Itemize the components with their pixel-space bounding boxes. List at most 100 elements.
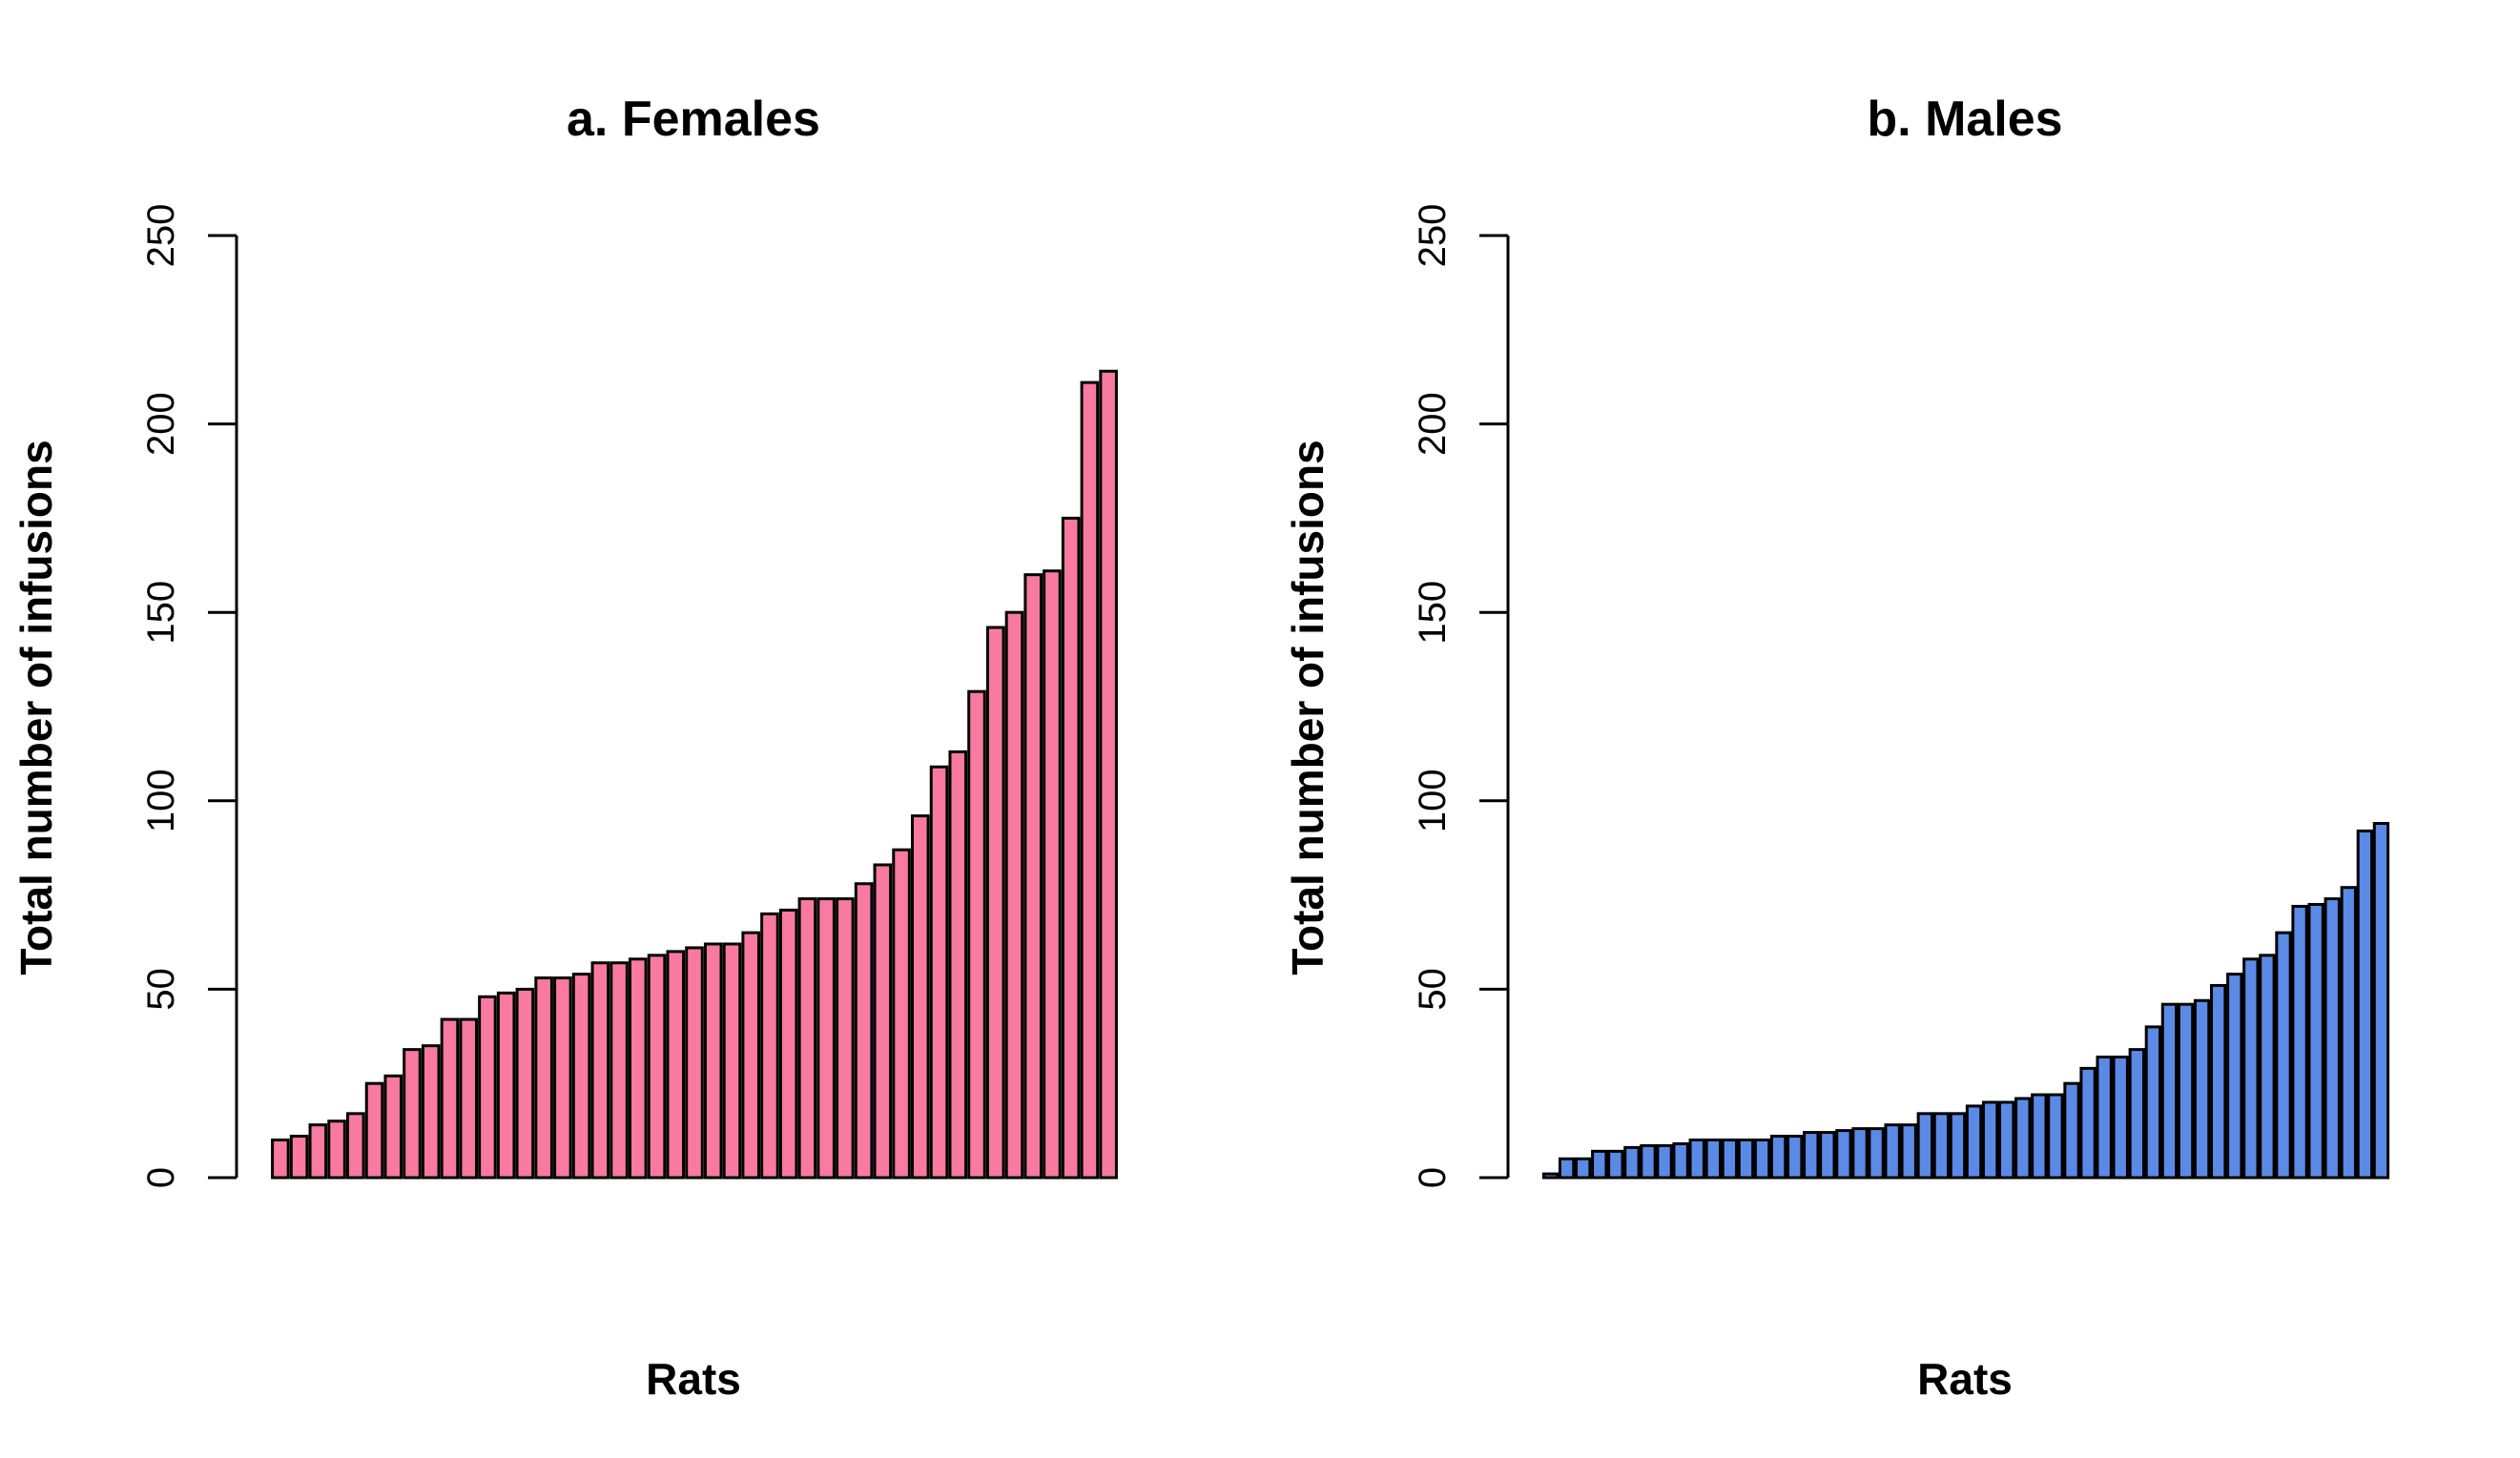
bar (2063, 1081, 2080, 1180)
y-axis-label: Total number of infusions (11, 440, 61, 975)
y-tick-label: 0 (1412, 1167, 1454, 1188)
bar (1981, 1100, 1999, 1180)
bar (2144, 1025, 2162, 1180)
bar (1623, 1145, 1641, 1180)
bar (1672, 1141, 1689, 1180)
bar (364, 1081, 384, 1180)
bar (2014, 1097, 2032, 1180)
bar (2210, 983, 2227, 1180)
bar (1949, 1112, 1967, 1180)
bar (911, 814, 930, 1180)
y-axis: 0 50 100 150 200 250 (140, 204, 238, 1188)
bar (2112, 1056, 2129, 1180)
bar-group (271, 369, 1118, 1180)
bar (571, 973, 591, 1180)
bar (1656, 1143, 1673, 1180)
bar (2096, 1056, 2113, 1180)
y-tick-label: 250 (1412, 204, 1454, 268)
bar (741, 931, 760, 1180)
bar (2128, 1048, 2145, 1180)
bar (1868, 1127, 1885, 1180)
bar (2177, 1002, 2195, 1180)
bar (836, 897, 855, 1180)
bar (2291, 904, 2308, 1180)
bar (929, 765, 949, 1180)
bar (1932, 1112, 1951, 1180)
panel-males: b. Males Rats Total number of infusions … (1283, 92, 2390, 1404)
bar (515, 987, 535, 1180)
bar (1721, 1138, 1739, 1180)
bar (778, 908, 798, 1180)
bar (1607, 1149, 1624, 1180)
bar (1753, 1138, 1771, 1180)
bar (722, 942, 742, 1180)
bar (967, 689, 986, 1180)
bar (1737, 1138, 1755, 1180)
bar (2079, 1066, 2097, 1180)
bar (1900, 1123, 1917, 1180)
bar (346, 1112, 365, 1180)
bar (327, 1119, 346, 1180)
bar (496, 991, 516, 1180)
bar (647, 954, 667, 1180)
bar (797, 897, 817, 1180)
bar (271, 1138, 290, 1180)
y-axis: 0 50 100 150 200 250 (1412, 204, 1510, 1188)
bar (685, 946, 704, 1180)
bar (2226, 973, 2243, 1180)
bar (2307, 902, 2324, 1180)
bar (2324, 897, 2341, 1180)
bar (534, 976, 553, 1180)
bar (703, 942, 723, 1180)
bar (873, 863, 893, 1180)
bar (421, 1044, 441, 1180)
bar (1099, 369, 1118, 1180)
bar (1965, 1104, 1983, 1180)
bar (1803, 1131, 1820, 1180)
bar (1787, 1135, 1804, 1180)
bar (1916, 1112, 1933, 1180)
bar (1080, 380, 1100, 1180)
panel-title: b. Males (1867, 92, 2062, 147)
bar (383, 1074, 403, 1180)
bar (1043, 569, 1062, 1180)
bar (892, 848, 911, 1180)
bar (403, 1048, 422, 1180)
bar-group (1541, 822, 2390, 1180)
panel-title: a. Females (567, 92, 820, 147)
bar (553, 976, 572, 1180)
bar (2259, 954, 2276, 1180)
bar (666, 950, 686, 1180)
bar (308, 1123, 328, 1180)
bar (2047, 1093, 2064, 1180)
bar (2160, 1002, 2179, 1180)
bar (2031, 1093, 2048, 1180)
bar (2275, 931, 2292, 1180)
bar (629, 957, 648, 1180)
y-tick-label: 200 (1412, 392, 1454, 456)
bar (1061, 516, 1081, 1180)
y-tick-label: 250 (140, 204, 182, 268)
x-axis-label: Rats (1917, 1354, 2013, 1404)
bar (1998, 1100, 2015, 1180)
bar (1851, 1127, 1869, 1180)
y-tick-label: 0 (140, 1167, 182, 1188)
bar (478, 995, 497, 1180)
bar (1023, 573, 1043, 1180)
bar (289, 1135, 309, 1180)
panel-females: a. Females Rats Total number of infusion… (11, 92, 1118, 1404)
y-tick-label: 100 (140, 769, 182, 832)
bar (854, 882, 874, 1180)
bar (440, 1017, 460, 1180)
bar (2372, 822, 2390, 1180)
bar (1575, 1157, 1592, 1180)
bar (1640, 1143, 1657, 1180)
bar (1558, 1157, 1576, 1180)
bar (1884, 1123, 1901, 1180)
bar (2193, 998, 2211, 1180)
bar (1004, 610, 1024, 1180)
bar (948, 750, 968, 1180)
bar (1704, 1138, 1722, 1180)
bar (2356, 829, 2374, 1180)
